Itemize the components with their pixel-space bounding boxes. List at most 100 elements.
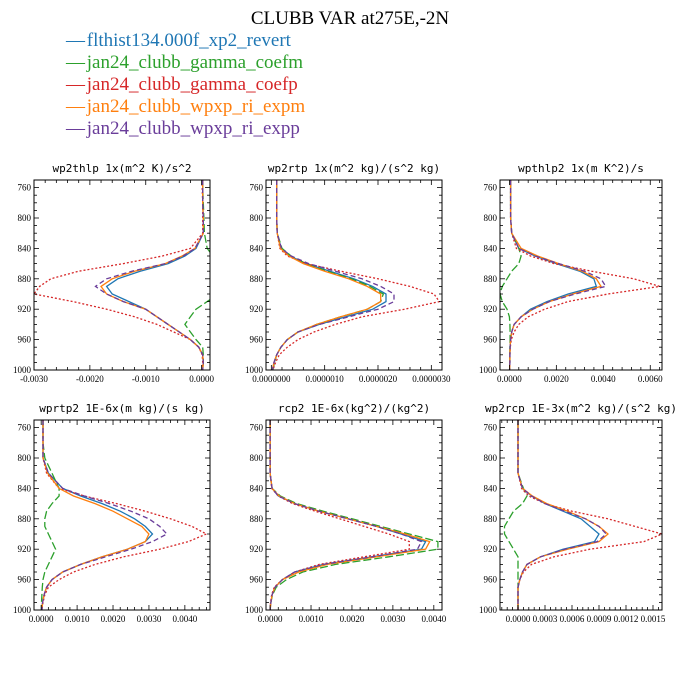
series-line [271, 180, 387, 370]
y-tick-label: 880 [18, 274, 32, 284]
x-tick-label: -0.0030 [20, 374, 48, 384]
y-tick-label: 920 [484, 544, 498, 554]
plot-frame [265, 419, 443, 611]
y-tick-label: 880 [250, 274, 264, 284]
y-tick-label: 760 [18, 423, 32, 433]
y-tick-label: 960 [18, 575, 32, 585]
y-tick-label: 920 [484, 304, 498, 314]
y-tick-label: 960 [18, 335, 32, 345]
y-tick-label: 800 [18, 453, 32, 463]
x-tick-label: 0.0020 [544, 374, 569, 384]
x-tick-label: 0.0030 [137, 614, 162, 624]
series-line [41, 420, 208, 610]
y-tick-label: 760 [18, 183, 32, 193]
panel-title: wp2rcp 1E-3x(m^2 kg)/(s^2 kg) [485, 402, 677, 415]
x-tick-label: 0.0010 [299, 614, 324, 624]
legend-item: — flthist134.000f_xp2_revert [66, 30, 305, 52]
plot-frame [499, 419, 663, 611]
x-tick-label: 0.0060 [638, 374, 663, 384]
panel-title: wp2rtp 1x(m^2 kg)/(s^2 kg) [268, 162, 440, 175]
y-tick-label: 760 [484, 423, 498, 433]
y-tick-label: 800 [250, 453, 264, 463]
x-tick-label: 0.0000 [258, 614, 283, 624]
x-tick-label: 0.0000000 [252, 374, 291, 384]
y-tick-label: 1000 [13, 365, 32, 375]
y-tick-label: 880 [18, 514, 32, 524]
legend-item: — jan24_clubb_wpxp_ri_expp [66, 118, 305, 140]
legend-label: jan24_clubb_wpxp_ri_expm [86, 96, 306, 117]
legend-label: jan24_clubb_wpxp_ri_expp [86, 118, 300, 139]
series-line [40, 420, 60, 610]
y-tick-label: 760 [250, 183, 264, 193]
y-tick-label: 920 [250, 544, 264, 554]
y-tick-label: 800 [484, 453, 498, 463]
panel-title: wpthlp2 1x(m K^2)/s [518, 162, 644, 175]
y-tick-label: 960 [250, 575, 264, 585]
series-line [517, 420, 662, 610]
y-tick-label: 960 [484, 575, 498, 585]
legend-label: flthist134.000f_xp2_revert [86, 30, 291, 51]
x-tick-label: 0.0020 [101, 614, 126, 624]
x-tick-label: 0.0000010 [306, 374, 345, 384]
series-line [269, 420, 431, 610]
series-line [269, 420, 439, 610]
series-line [269, 420, 427, 610]
series-line [41, 420, 150, 610]
legend-dash: — [66, 74, 85, 95]
x-tick-label: 0.0000030 [412, 374, 451, 384]
x-tick-label: 0.0040 [591, 374, 616, 384]
chart-panel: wpthlp2 1x(m K^2)/s 760 800 840 880 920 960 100… [479, 162, 663, 384]
series-group [271, 180, 441, 370]
series-line [508, 180, 603, 370]
figure-title: CLUBB VAR at275E,-2N [250, 8, 450, 29]
series-line [517, 420, 608, 610]
x-tick-label: 0.0009 [587, 614, 612, 624]
series-line [517, 420, 610, 610]
x-tick-label: 0.0006 [560, 614, 585, 624]
legend-item: — jan24_clubb_gamma_coefp [66, 74, 305, 96]
series-group [503, 420, 662, 610]
x-tick-label: 0.0000 [497, 374, 522, 384]
series-line [184, 180, 210, 370]
series-group [269, 420, 439, 610]
series-line [100, 180, 204, 370]
legend-dash: — [66, 30, 85, 51]
series-line [272, 180, 441, 370]
series-group [500, 180, 660, 370]
series-line [508, 180, 607, 370]
series-line [105, 180, 204, 370]
plot-frame [33, 179, 211, 371]
series-line [269, 420, 423, 610]
series-line [271, 180, 382, 370]
chart-panel: wp2rcp 1E-3x(m^2 kg)/(s^2 kg) 760 800 840 88… [479, 402, 677, 624]
chart-panel: wp2thlp 1x(m^2 K)/s^2 760 800 840 880 920 960 1… [13, 162, 214, 384]
x-tick-label: 0.0000020 [359, 374, 398, 384]
series-line [269, 420, 410, 610]
y-tick-label: 840 [250, 483, 264, 493]
x-tick-label: 0.0020 [340, 614, 365, 624]
plot-frame [265, 179, 443, 371]
x-tick-label: 0.0010 [65, 614, 90, 624]
y-tick-label: 1000 [245, 605, 264, 615]
x-tick-label: -0.0020 [76, 374, 104, 384]
chart-panel: wprtp2 1E-6x(m kg)/(s kg) 760 800 840 880 920… [13, 402, 211, 624]
y-tick-label: 800 [250, 213, 264, 223]
series-line [41, 420, 154, 610]
y-tick-label: 840 [484, 483, 498, 493]
series-line [508, 180, 660, 370]
series-line [271, 180, 395, 370]
y-tick-label: 800 [484, 213, 498, 223]
y-tick-label: 760 [250, 423, 264, 433]
legend-dash: — [66, 118, 85, 139]
series-group [34, 180, 210, 370]
x-tick-label: 0.0000 [506, 614, 531, 624]
series-line [41, 420, 168, 610]
y-tick-label: 800 [18, 213, 32, 223]
series-line [508, 180, 598, 370]
x-tick-label: -0.0010 [132, 374, 160, 384]
y-tick-label: 760 [484, 183, 498, 193]
series-line [503, 420, 528, 610]
series-line [94, 180, 204, 370]
x-tick-label: 0.0030 [381, 614, 406, 624]
